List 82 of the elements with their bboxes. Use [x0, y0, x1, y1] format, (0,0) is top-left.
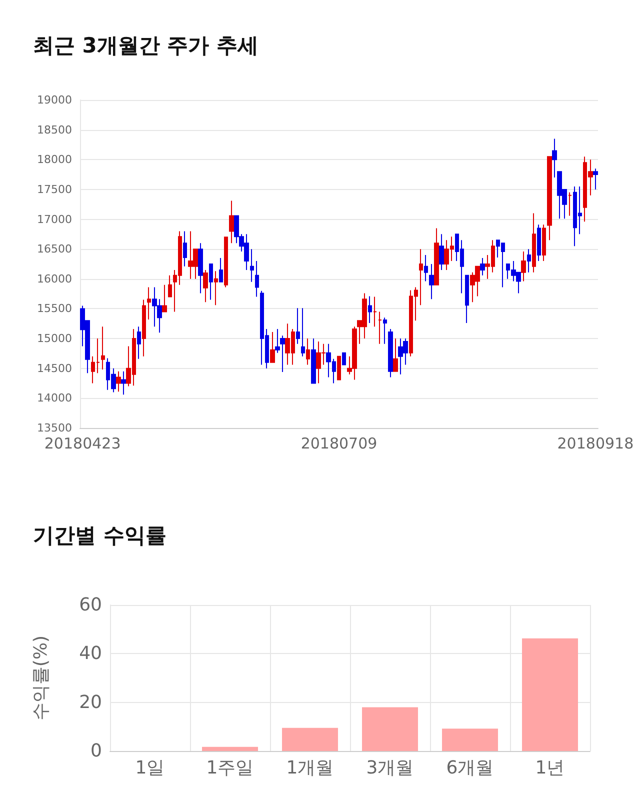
candlestick: [311, 338, 316, 384]
y-tick-label: 14000: [37, 392, 72, 405]
y-axis-title: 수익률(%): [30, 635, 52, 721]
y-tick-label: 20: [79, 692, 102, 713]
y-tick-label: 13500: [37, 422, 72, 434]
candlestick: [383, 317, 387, 344]
candlestick: [480, 258, 485, 276]
candlestick: [342, 352, 346, 366]
candlestick: [101, 326, 105, 370]
y-tick-label: 17000: [37, 212, 72, 226]
candlestick: [424, 254, 428, 282]
candlestick: [568, 192, 572, 216]
candlestick: [229, 200, 234, 244]
candlestick: [532, 212, 536, 273]
candlestick: [593, 168, 598, 190]
candlestick: [275, 328, 280, 354]
candlestick: [147, 286, 151, 320]
y-tick-label: 60: [79, 594, 102, 616]
y-tick-label: 18000: [37, 153, 72, 166]
candlestick: [368, 296, 372, 324]
y-tick-label: 0: [90, 740, 102, 762]
candlestick: [270, 331, 275, 363]
candlestick: [465, 274, 469, 324]
x-tick-label: 20180423: [44, 434, 121, 452]
x-tick-label: 3개월: [366, 758, 414, 778]
candlestick: [527, 248, 531, 273]
candlestick: [209, 264, 213, 300]
y-tick-label: 19000: [37, 94, 72, 106]
y-tick-label: 40: [79, 643, 102, 664]
candlestick: [547, 156, 552, 241]
candlestick: [224, 236, 228, 288]
candlestick: [280, 335, 285, 372]
candlestick: [250, 248, 254, 282]
candlestick: [373, 296, 377, 328]
candlestick: [393, 338, 398, 372]
x-tick-label: 20180709: [300, 434, 378, 452]
bar: [282, 728, 338, 751]
y-tick-label: 14500: [37, 362, 72, 375]
candlestick: [219, 258, 223, 282]
y-tick-label: 15500: [37, 302, 72, 316]
x-tick-label: 1개월: [286, 758, 334, 778]
candlestick: [429, 264, 434, 300]
y-tick-label: 16000: [37, 272, 72, 286]
candlestick: [162, 284, 167, 312]
candlestick: [214, 270, 218, 306]
candlestick: [296, 308, 300, 344]
x-tick-label: 6개월: [446, 758, 494, 778]
x-tick-label: 1년: [535, 758, 565, 778]
chart-title: 최근 3개월간 주가 추세: [33, 34, 259, 58]
candlestick: [542, 224, 546, 262]
bar: [362, 707, 418, 751]
candlestick: [137, 326, 141, 360]
candlestick: [301, 308, 305, 357]
candlestick: [388, 328, 393, 378]
candlestick: [183, 230, 187, 267]
candlestick: [121, 370, 126, 396]
y-tick-label: 18500: [37, 123, 72, 136]
candlestick: [419, 248, 423, 306]
bar: [202, 746, 258, 751]
candlestick: [168, 274, 172, 298]
candlestick: [337, 356, 341, 380]
candlestick: [306, 338, 310, 366]
candlestick: [552, 138, 557, 178]
candlestick: [203, 269, 208, 303]
x-tick-label: 1일: [135, 758, 165, 778]
bar: [522, 638, 578, 751]
candlestick: [521, 250, 526, 282]
candlestick: [434, 228, 439, 286]
candlestick: [116, 370, 121, 392]
x-tick-label: 1주일: [206, 758, 254, 778]
bar: [442, 728, 498, 751]
candlestick: [537, 224, 541, 262]
chart-title: 기간별 수익률: [33, 524, 166, 548]
candlestick: [255, 260, 259, 298]
candlestick: [198, 242, 203, 294]
x-tick-label: 20180918: [557, 434, 634, 452]
y-tick-label: 15000: [37, 332, 72, 346]
y-tick-label: 17500: [37, 182, 72, 196]
candlestick: [142, 299, 146, 357]
candlestick: [439, 234, 444, 270]
candlestick: [378, 311, 382, 344]
y-tick-label: 16500: [37, 242, 72, 256]
